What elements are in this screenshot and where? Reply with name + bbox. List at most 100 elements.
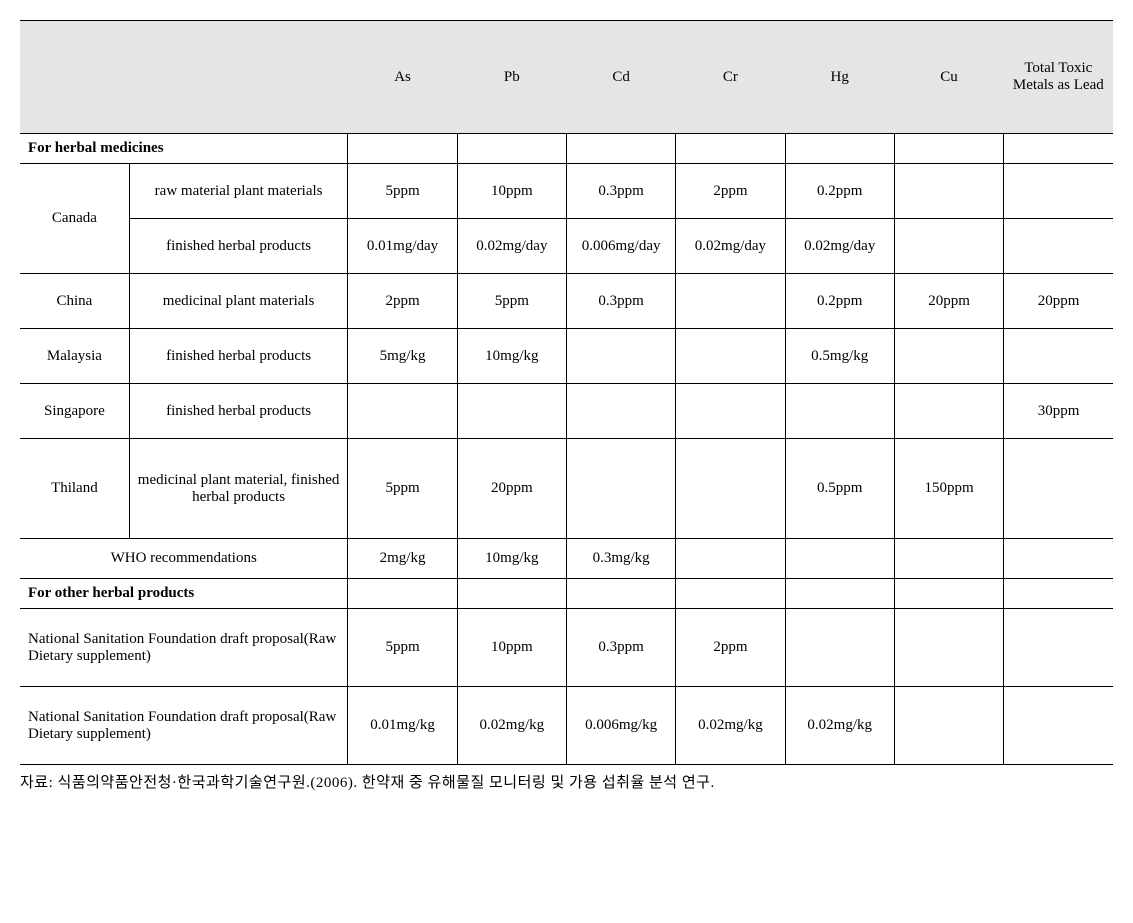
header-blank bbox=[20, 21, 348, 134]
cell: 0.2ppm bbox=[785, 164, 894, 219]
cell-singapore-desc: finished herbal products bbox=[129, 384, 348, 439]
cell: 0.01mg/day bbox=[348, 219, 457, 274]
cell bbox=[894, 329, 1003, 384]
header-total: Total Toxic Metals as Lead bbox=[1004, 21, 1113, 134]
cell: 0.006mg/day bbox=[566, 219, 675, 274]
cell-canada-r2-desc: finished herbal products bbox=[129, 219, 348, 274]
header-cd: Cd bbox=[566, 21, 675, 134]
cell: 5mg/kg bbox=[348, 329, 457, 384]
cell bbox=[676, 384, 785, 439]
row-who: WHO recommendations 2mg/kg 10mg/kg 0.3mg… bbox=[20, 539, 1113, 579]
cell bbox=[1004, 164, 1113, 219]
cell-nsf1-desc: National Sanitation Foundation draft pro… bbox=[20, 609, 348, 687]
cell bbox=[785, 539, 894, 579]
cell bbox=[676, 329, 785, 384]
row-singapore: Singapore finished herbal products 30ppm bbox=[20, 384, 1113, 439]
cell-thailand-desc: medicinal plant material, finished herba… bbox=[129, 439, 348, 539]
cell bbox=[676, 274, 785, 329]
cell-china-country: China bbox=[20, 274, 129, 329]
cell bbox=[566, 329, 675, 384]
cell: 0.5mg/kg bbox=[785, 329, 894, 384]
cell: 20ppm bbox=[1004, 274, 1113, 329]
cell-who-country: WHO recommendations bbox=[20, 539, 348, 579]
cell: 5ppm bbox=[348, 164, 457, 219]
row-nsf1: National Sanitation Foundation draft pro… bbox=[20, 609, 1113, 687]
row-china: China medicinal plant materials 2ppm 5pp… bbox=[20, 274, 1113, 329]
row-canada-finished: finished herbal products 0.01mg/day 0.02… bbox=[20, 219, 1113, 274]
cell-canada-r1-desc: raw material plant materials bbox=[129, 164, 348, 219]
cell-malaysia-country: Malaysia bbox=[20, 329, 129, 384]
cell bbox=[894, 219, 1003, 274]
cell: 10mg/kg bbox=[457, 329, 566, 384]
metals-limits-table: As Pb Cd Cr Hg Cu Total Toxic Metals as … bbox=[20, 20, 1113, 765]
cell: 0.5ppm bbox=[785, 439, 894, 539]
cell: 2mg/kg bbox=[348, 539, 457, 579]
cell bbox=[894, 539, 1003, 579]
cell bbox=[1004, 687, 1113, 765]
section-herbal: For herbal medicines bbox=[20, 134, 1113, 164]
cell: 20ppm bbox=[894, 274, 1003, 329]
cell bbox=[894, 384, 1003, 439]
cell: 10ppm bbox=[457, 609, 566, 687]
cell: 150ppm bbox=[894, 439, 1003, 539]
section-herbal-label: For herbal medicines bbox=[20, 134, 348, 164]
cell: 2ppm bbox=[676, 609, 785, 687]
row-nsf2: National Sanitation Foundation draft pro… bbox=[20, 687, 1113, 765]
cell: 0.3mg/kg bbox=[566, 539, 675, 579]
row-malaysia: Malaysia finished herbal products 5mg/kg… bbox=[20, 329, 1113, 384]
cell bbox=[676, 439, 785, 539]
cell-thailand-country: Thiland bbox=[20, 439, 129, 539]
cell: 2ppm bbox=[676, 164, 785, 219]
cell bbox=[1004, 439, 1113, 539]
header-cu: Cu bbox=[894, 21, 1003, 134]
cell: 10ppm bbox=[457, 164, 566, 219]
cell: 0.01mg/kg bbox=[348, 687, 457, 765]
cell bbox=[894, 164, 1003, 219]
header-row: As Pb Cd Cr Hg Cu Total Toxic Metals as … bbox=[20, 21, 1113, 134]
cell: 20ppm bbox=[457, 439, 566, 539]
header-as: As bbox=[348, 21, 457, 134]
cell: 0.2ppm bbox=[785, 274, 894, 329]
header-pb: Pb bbox=[457, 21, 566, 134]
cell: 0.02mg/kg bbox=[457, 687, 566, 765]
source-note: 자료: 식품의약품안전청·한국과학기술연구원.(2006). 한약재 중 유해물… bbox=[20, 771, 1113, 792]
cell: 30ppm bbox=[1004, 384, 1113, 439]
cell bbox=[785, 384, 894, 439]
cell bbox=[894, 609, 1003, 687]
cell-china-desc: medicinal plant materials bbox=[129, 274, 348, 329]
cell: 0.3ppm bbox=[566, 274, 675, 329]
cell bbox=[676, 539, 785, 579]
section-other: For other herbal products bbox=[20, 579, 1113, 609]
cell: 0.3ppm bbox=[566, 609, 675, 687]
cell bbox=[348, 384, 457, 439]
cell bbox=[1004, 219, 1113, 274]
cell bbox=[785, 609, 894, 687]
cell: 0.02mg/day bbox=[457, 219, 566, 274]
cell: 0.3ppm bbox=[566, 164, 675, 219]
cell-nsf2-desc: National Sanitation Foundation draft pro… bbox=[20, 687, 348, 765]
cell: 2ppm bbox=[348, 274, 457, 329]
cell: 10mg/kg bbox=[457, 539, 566, 579]
cell bbox=[566, 439, 675, 539]
cell: 0.02mg/day bbox=[676, 219, 785, 274]
cell bbox=[1004, 539, 1113, 579]
cell bbox=[457, 384, 566, 439]
cell bbox=[1004, 609, 1113, 687]
cell-singapore-country: Singapore bbox=[20, 384, 129, 439]
cell-malaysia-desc: finished herbal products bbox=[129, 329, 348, 384]
cell: 0.02mg/kg bbox=[676, 687, 785, 765]
section-other-label: For other herbal products bbox=[20, 579, 348, 609]
cell-canada-country: Canada bbox=[20, 164, 129, 274]
header-cr: Cr bbox=[676, 21, 785, 134]
cell: 0.02mg/day bbox=[785, 219, 894, 274]
row-canada-raw: Canada raw material plant materials 5ppm… bbox=[20, 164, 1113, 219]
cell bbox=[566, 384, 675, 439]
cell bbox=[894, 687, 1003, 765]
cell: 5ppm bbox=[457, 274, 566, 329]
header-hg: Hg bbox=[785, 21, 894, 134]
cell: 0.006mg/kg bbox=[566, 687, 675, 765]
cell: 5ppm bbox=[348, 609, 457, 687]
cell: 0.02mg/kg bbox=[785, 687, 894, 765]
row-thailand: Thiland medicinal plant material, finish… bbox=[20, 439, 1113, 539]
cell bbox=[1004, 329, 1113, 384]
